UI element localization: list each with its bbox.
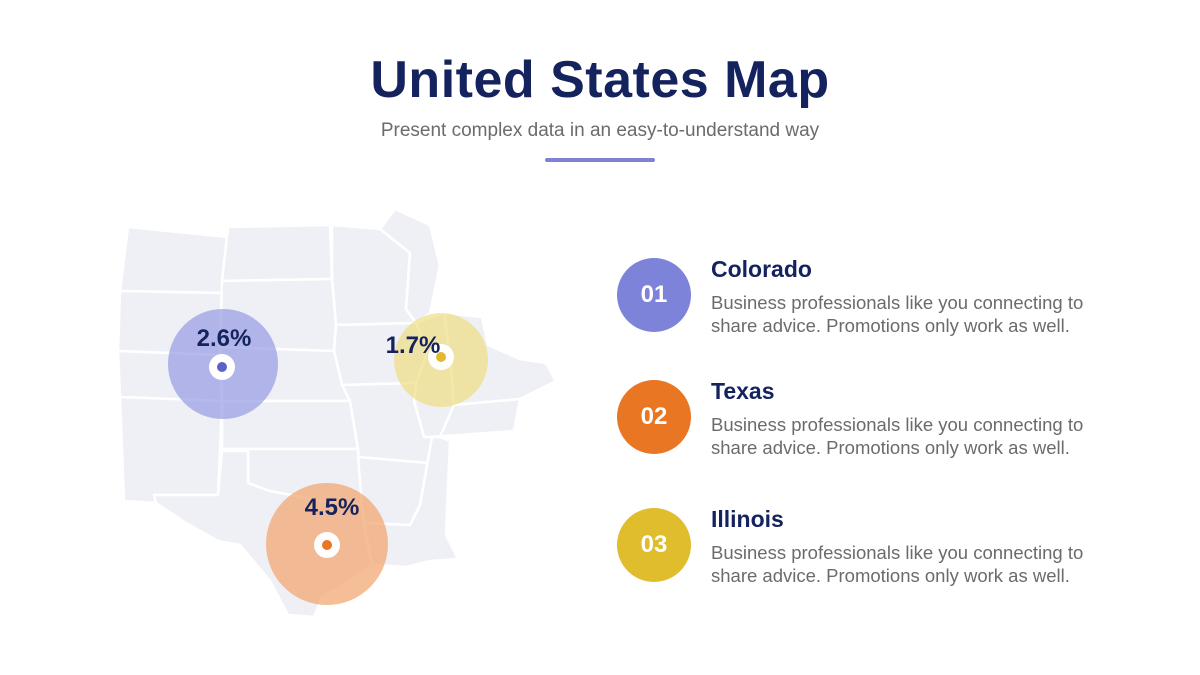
item-description: Business professionals like you connecti… [711,414,1084,458]
item-title: Colorado [711,256,812,282]
state-north-dakota [220,223,334,283]
item-description: Business professionals like you connecti… [711,292,1084,336]
item-description: Business professionals like you connecti… [711,542,1084,586]
colorado-marker-dot [209,354,235,380]
state-montana [118,225,230,295]
slide-subtitle: Present complex data in an easy-to-under… [380,120,820,141]
state-wisconsin [378,207,442,325]
title-divider [545,158,655,162]
list-item-colorado: 01 Colorado Business professionals like … [617,256,1117,358]
illinois-percentage: 1.7% [385,332,441,359]
number-badge: 02 [617,380,691,454]
slide-title: United States Map [370,51,830,109]
item-title: Illinois [711,506,784,532]
number-badge: 03 [617,508,691,582]
item-title: Texas [711,378,775,404]
list-item-texas: 02 Texas Business professionals like you… [617,378,1117,480]
colorado-percentage: 2.6% [196,325,252,352]
illinois-marker-dot [428,344,454,370]
list-item-illinois: 03 Illinois Business professionals like … [617,506,1117,608]
texas-marker-dot [314,532,340,558]
us-map: 2.6% 1.7% 4.5% [110,205,570,625]
number-badge: 01 [617,258,691,332]
texas-percentage: 4.5% [304,494,360,521]
